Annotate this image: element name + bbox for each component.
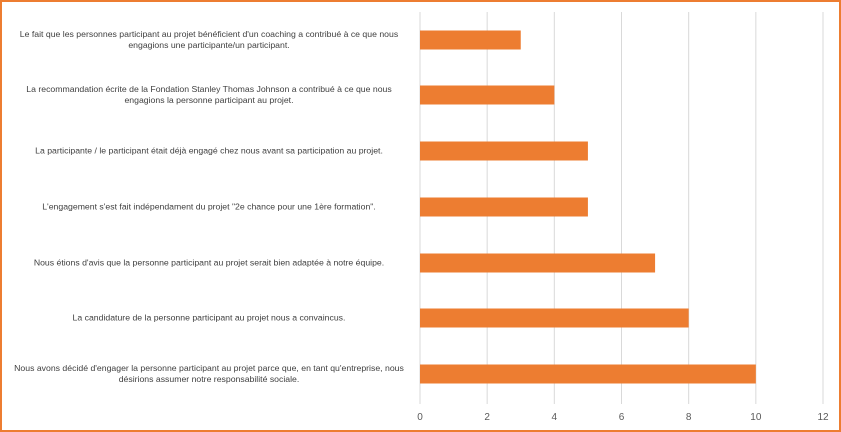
bar [420,141,588,161]
x-tick-label: 12 [817,412,829,423]
x-tick-label: 4 [552,412,558,423]
category-label: La participante / le participant était d… [35,145,383,156]
bar [420,30,521,50]
x-tick-label: 10 [750,412,762,423]
category-label: Nous avons décidé d'engager la personne … [14,363,404,384]
bar [420,308,689,328]
bar [420,85,555,105]
bar [420,197,588,217]
bar [420,253,656,273]
x-tick-label: 6 [619,412,625,423]
x-tick-label: 8 [686,412,692,423]
bar [420,364,756,384]
category-label: La recommandation écrite de la Fondation… [26,84,392,105]
category-label: Le fait que les personnes participant au… [19,29,399,50]
category-label: Nous étions d'avis que la personne parti… [33,257,385,268]
category-label: L'engagement s'est fait indépendament du… [42,201,376,212]
category-label: La candidature de la personne participan… [72,312,346,323]
x-tick-label: 0 [417,412,423,423]
x-tick-label: 2 [484,412,490,423]
